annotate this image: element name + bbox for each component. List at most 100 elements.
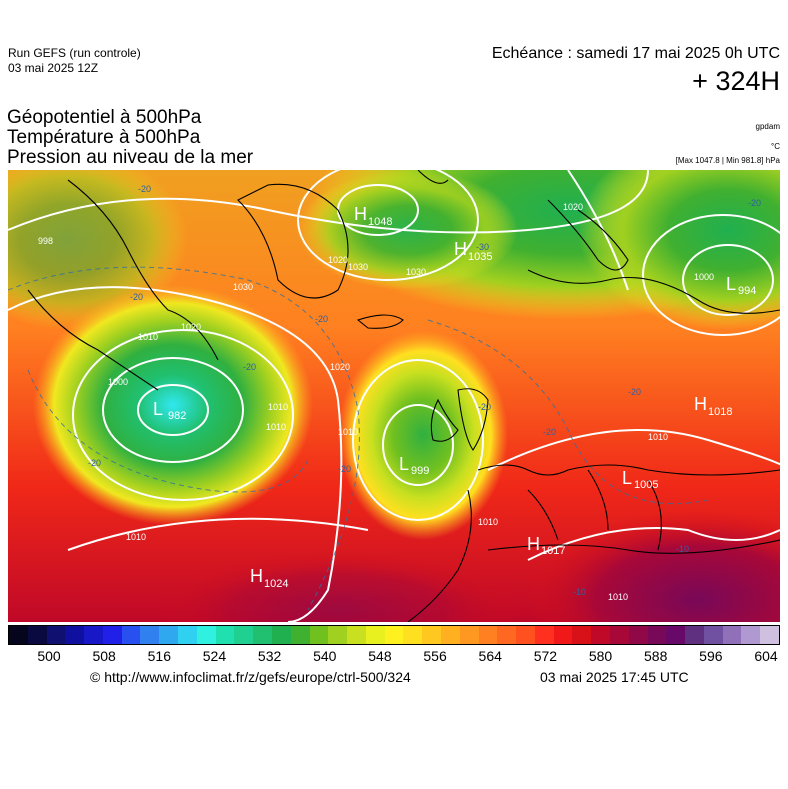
isotherm-label: -10 — [573, 587, 586, 597]
svg-text:999: 999 — [411, 465, 429, 477]
colorbar-swatch — [760, 626, 780, 644]
colorbar-tick-label: 596 — [699, 648, 723, 664]
svg-text:982: 982 — [168, 410, 186, 422]
svg-text:1017: 1017 — [541, 545, 565, 557]
unit-temperature: °C — [771, 142, 780, 151]
colorbar-swatch — [46, 626, 66, 644]
run-name: Run GEFS (run controle) — [8, 46, 141, 60]
colorbar-swatch — [365, 626, 385, 644]
isobar-label: 1020 — [330, 362, 350, 372]
isobar-label: 1020 — [328, 255, 348, 265]
colorbar-swatch — [215, 626, 235, 644]
colorbar-tick-label: 540 — [313, 648, 337, 664]
svg-text:1018: 1018 — [708, 406, 732, 418]
svg-text:L: L — [622, 468, 632, 488]
pressure-center-low: L 999 — [399, 454, 429, 477]
svg-text:L: L — [399, 454, 409, 474]
colorbar-tick-label: 508 — [92, 648, 116, 664]
colorbar-swatch — [290, 626, 310, 644]
colorbar-swatch — [459, 626, 479, 644]
unit-pressure: [Max 1047.8 | Min 981.8] hPa — [675, 156, 780, 165]
colorbar-swatch — [628, 626, 648, 644]
colorbar-swatch — [234, 626, 254, 644]
isobar-label: 1020 — [563, 202, 583, 212]
svg-text:H: H — [527, 534, 540, 554]
svg-text:1048: 1048 — [368, 216, 392, 228]
isotherm-label: -20 — [543, 427, 556, 437]
isobar-label: 1030 — [406, 267, 426, 277]
colorbar-swatch — [703, 626, 723, 644]
isobar-label: 1010 — [126, 532, 146, 542]
colorbar-swatch — [178, 626, 197, 644]
colorbar-swatch — [27, 626, 47, 644]
colorbar-swatch — [666, 626, 686, 644]
colorbar-swatch — [647, 626, 667, 644]
colorbar-swatch — [253, 626, 272, 644]
colorbar-swatch — [102, 626, 122, 644]
colorbar-swatch — [497, 626, 517, 644]
colorbar — [8, 625, 780, 645]
svg-text:H: H — [250, 566, 263, 586]
colorbar-labels: 500 508 516 524 532 540 548 556 564 572 580 588 596 6… — [8, 648, 780, 666]
isotherm-label: -20 — [628, 387, 641, 397]
lead-time: + 324H — [692, 66, 780, 96]
svg-text:994: 994 — [738, 285, 756, 297]
pressure-center-low: L 994 — [726, 274, 756, 297]
isobar-label: 1020 — [181, 322, 201, 332]
colorbar-swatch — [534, 626, 554, 644]
colorbar-tick-label: 588 — [644, 648, 668, 664]
svg-text:H: H — [354, 204, 367, 224]
isobar-label: 1010 — [338, 427, 358, 437]
colorbar-swatch — [572, 626, 592, 644]
svg-text:1035: 1035 — [468, 251, 492, 263]
colorbar-tick-label: 564 — [478, 648, 502, 664]
colorbar-swatch — [722, 626, 742, 644]
pressure-center-high: H 1017 — [527, 534, 565, 557]
colorbar-tick-label: 580 — [588, 648, 613, 664]
unit-geopotential: gpdam — [755, 122, 780, 131]
pressure-center-high: H 1024 — [250, 566, 288, 590]
isobar-label: 1010 — [138, 332, 158, 342]
isobar-label: 1010 — [266, 422, 286, 432]
valid-time: Echéance : samedi 17 mai 2025 0h UTC — [491, 45, 780, 62]
isotherm-label: -20 — [478, 402, 491, 412]
colorbar-swatch — [328, 626, 348, 644]
pressure-center-high: H 1048 — [354, 204, 392, 228]
colorbar-swatch — [422, 626, 441, 644]
isotherm-label: -10 — [676, 544, 689, 554]
colorbar-tick-label: 556 — [423, 648, 447, 664]
colorbar-tick-label: 500 — [37, 648, 61, 664]
colorbar-swatch — [271, 626, 291, 644]
isobar-label: 1030 — [348, 262, 368, 272]
colorbar-swatch — [309, 626, 329, 644]
isobar-label: 1010 — [268, 402, 288, 412]
colorbar-swatch — [384, 626, 404, 644]
colorbar-swatch — [610, 626, 629, 644]
isobar-label: 1010 — [478, 517, 498, 527]
colorbar-tick-label: 516 — [147, 648, 171, 664]
svg-text:H: H — [454, 239, 467, 259]
colorbar-swatch — [591, 626, 610, 644]
pressure-center-high: H 1018 — [694, 394, 732, 418]
isotherm-label: -20 — [748, 198, 761, 208]
run-date: 03 mai 2025 12Z — [8, 61, 99, 75]
colorbar-swatch — [84, 626, 103, 644]
isobar-label: 1010 — [608, 592, 628, 602]
colorbar-swatch — [741, 626, 761, 644]
isobar-label: 1010 — [648, 432, 668, 442]
colorbar-swatch — [159, 626, 179, 644]
isotherm-label: -20 — [338, 464, 351, 474]
svg-text:1005: 1005 — [634, 479, 658, 491]
colorbar-swatch — [121, 626, 141, 644]
isotherm-label: -30 — [476, 242, 489, 252]
isotherm-label: -20 — [315, 314, 328, 324]
isobar-label: 1000 — [694, 272, 714, 282]
colorbar-tick-label: 548 — [368, 648, 392, 664]
colorbar-swatch — [140, 626, 160, 644]
isobar-label: 998 — [38, 236, 53, 246]
isotherm-label: -20 — [138, 184, 151, 194]
svg-text:L: L — [726, 274, 736, 294]
svg-text:L: L — [153, 399, 163, 419]
isobar-label: 1000 — [108, 377, 128, 387]
colorbar-swatch — [403, 626, 423, 644]
